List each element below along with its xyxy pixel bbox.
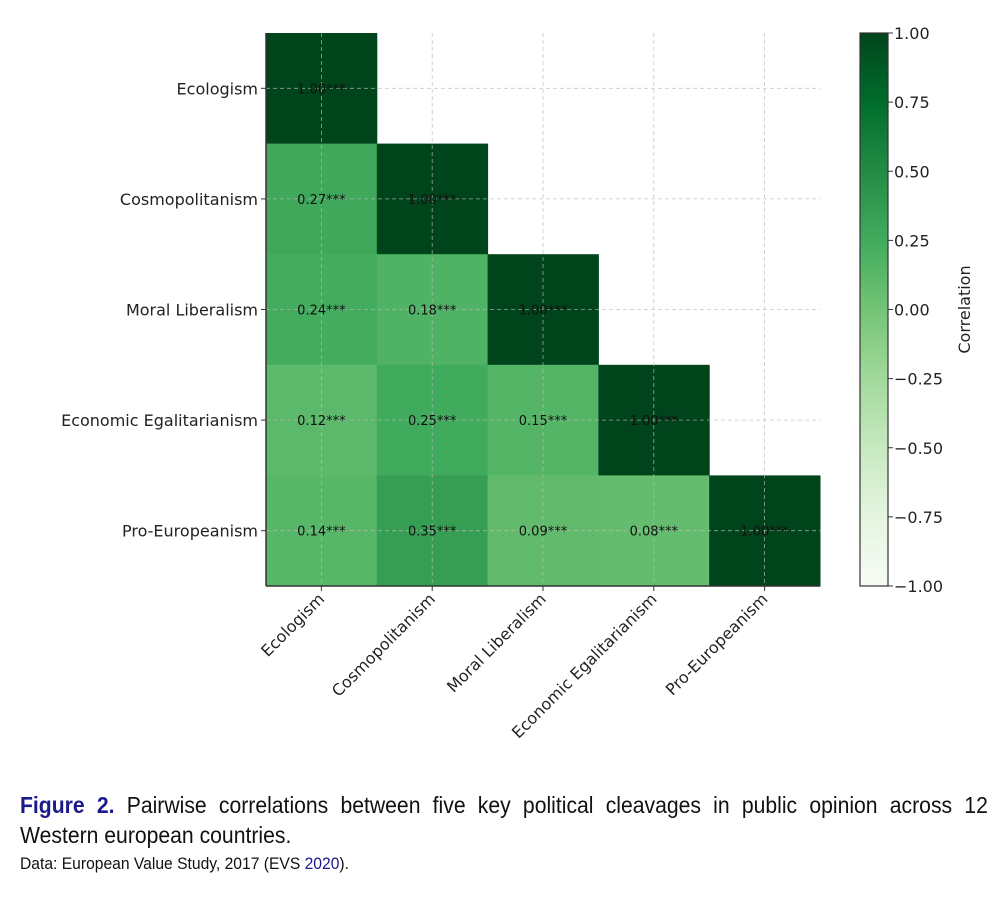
- cell-annotation: 0.25***: [408, 414, 457, 429]
- colorbar-tick-label: 0.00: [894, 301, 930, 320]
- cell-annotation: 0.27***: [297, 193, 346, 208]
- axes: [261, 33, 820, 591]
- cell-annotation: 1.00***: [740, 525, 789, 540]
- y-tick-label: Economic Egalitarianism: [61, 411, 258, 430]
- source-prefix: Data: European Value Study, 2017 (EVS: [20, 854, 305, 873]
- source-suffix: ).: [339, 854, 349, 873]
- cell-annotation: 0.35***: [408, 525, 457, 540]
- colorbar-tick-label: −0.50: [894, 439, 943, 458]
- colorbar-tick-label: −1.00: [894, 577, 943, 596]
- cell-annotation: 0.18***: [408, 304, 457, 319]
- cell-annotation: 0.08***: [630, 525, 679, 540]
- cell-annotations: 1.00*** 0.27*** 1.00*** 0.24*** 0.18*** 1.00*…: [297, 82, 789, 539]
- caption-source: Data: European Value Study, 2017 (EVS 20…: [20, 852, 912, 876]
- x-tick-label: Pro-Europeanism: [662, 589, 772, 699]
- y-tick-label: Pro-Europeanism: [122, 522, 258, 541]
- cell-annotation: 0.24***: [297, 304, 346, 319]
- cell-annotation: 1.00***: [630, 414, 679, 429]
- grid-lines: [266, 33, 820, 586]
- colorbar-label: Correlation: [955, 265, 974, 353]
- x-tick-label: Moral Liberalism: [443, 589, 550, 696]
- y-tick-labels: Ecologism Cosmopolitanism Moral Liberalism…: [61, 79, 258, 540]
- y-tick-label: Ecologism: [177, 79, 258, 98]
- source-year-link[interactable]: 2020: [304, 854, 340, 873]
- cell-annotation: 0.09***: [519, 525, 568, 540]
- cell-annotation: 0.14***: [297, 525, 346, 540]
- colorbar-bar: [859, 32, 889, 587]
- colorbar-tick-label: −0.25: [894, 370, 943, 389]
- caption-main: Figure 2. Pairwise correlations between …: [20, 790, 988, 850]
- figure-label: Figure 2.: [20, 792, 115, 818]
- colorbar-tick-label: 0.25: [894, 231, 930, 250]
- x-tick-labels: Ecologism Cosmopolitanism Moral Liberalism…: [257, 589, 771, 742]
- colorbar-tick-label: −0.75: [894, 508, 943, 527]
- cell-annotation: 0.12***: [297, 414, 346, 429]
- y-tick-label: Cosmopolitanism: [120, 190, 258, 209]
- colorbar: 1.00 0.75 0.50 0.25 0.00 −0.25 −0.50 −0.75 −1.00…: [859, 24, 974, 596]
- cell-annotation: 1.00***: [519, 304, 568, 319]
- correlation-heatmap: 1.00*** 0.27*** 1.00*** 0.24*** 0.18*** 1.00*…: [61, 24, 974, 742]
- y-tick-label: Moral Liberalism: [126, 301, 258, 320]
- colorbar-tick-label: 0.50: [894, 162, 930, 181]
- x-tick-label: Ecologism: [257, 589, 328, 660]
- cell-annotation: 1.00***: [408, 193, 457, 208]
- cell-annotation: 1.00***: [297, 82, 346, 97]
- caption-text: Pairwise correlations between five key p…: [20, 792, 988, 848]
- cell-annotation: 0.15***: [519, 414, 568, 429]
- colorbar-tick-label: 0.75: [894, 93, 930, 112]
- x-tick-label: Cosmopolitanism: [328, 589, 439, 700]
- figure-caption: Figure 2. Pairwise correlations between …: [20, 790, 990, 876]
- colorbar-tick-label: 1.00: [894, 24, 930, 43]
